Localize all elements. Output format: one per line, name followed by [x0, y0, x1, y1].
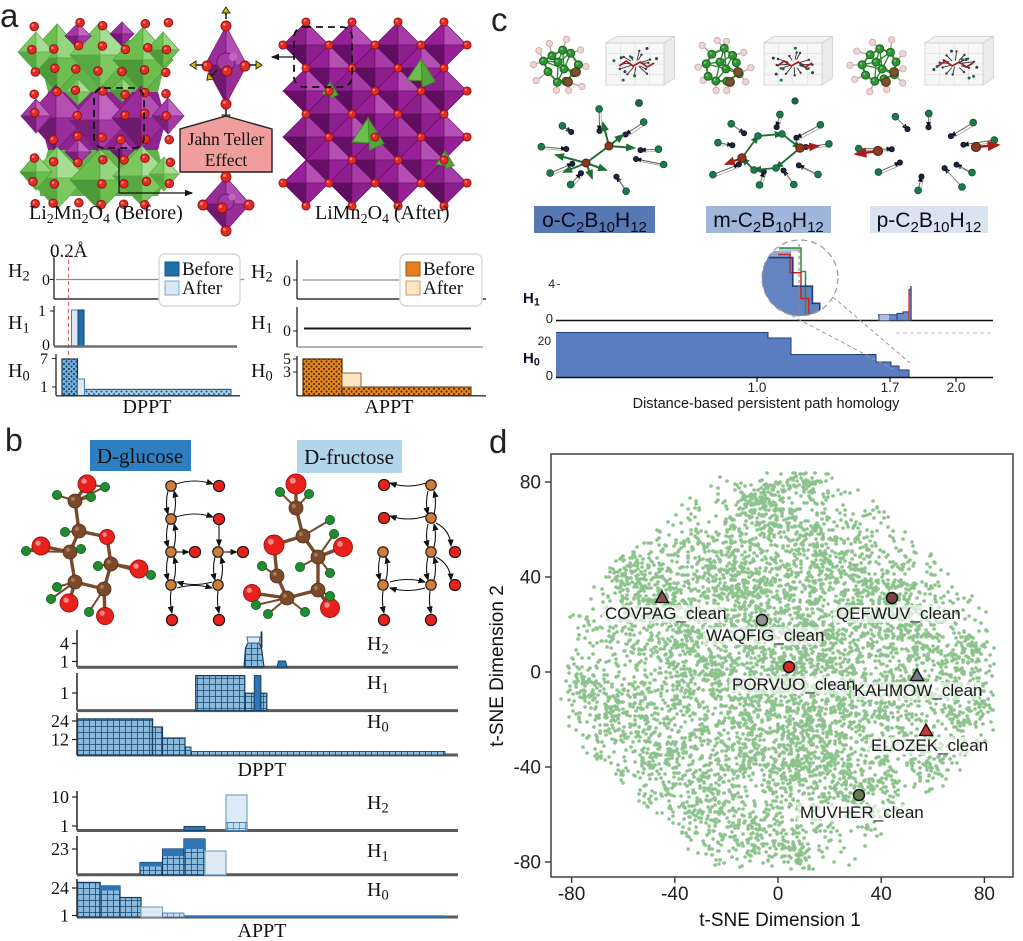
svg-text:0: 0	[42, 337, 50, 354]
svg-text:H0: H0	[8, 360, 30, 385]
svg-text:-80: -80	[558, 884, 585, 905]
svg-text:H1: H1	[367, 672, 389, 697]
svg-text:7: 7	[40, 351, 48, 368]
svg-text:H0: H0	[251, 360, 273, 385]
svg-text:40: 40	[520, 568, 541, 589]
svg-text:o-C2B10H12: o-C2B10H12	[542, 209, 647, 236]
svg-text:-40: -40	[514, 758, 541, 779]
svg-text:5: 5	[283, 351, 291, 368]
svg-text:1: 1	[60, 652, 69, 672]
svg-text:DPPT: DPPT	[238, 759, 287, 781]
svg-text:a: a	[0, 0, 19, 34]
svg-text:3: 3	[283, 364, 291, 381]
svg-text:0: 0	[530, 663, 541, 684]
svg-text:Distance-based persistent path: Distance-based persistent path homology	[633, 396, 901, 412]
svg-text:D-fructose: D-fructose	[304, 445, 394, 469]
svg-text:p-C2B10H12: p-C2B10H12	[877, 209, 982, 236]
svg-text:b: b	[5, 422, 23, 458]
svg-text:0: 0	[546, 311, 553, 326]
svg-text:Jahn Teller: Jahn Teller	[188, 129, 265, 149]
svg-text:H2: H2	[8, 260, 30, 285]
svg-text:0: 0	[42, 272, 50, 289]
svg-text:KAHMOW_clean: KAHMOW_clean	[854, 681, 982, 700]
svg-text:0: 0	[546, 368, 553, 383]
svg-text:24: 24	[51, 711, 69, 731]
svg-text:H0: H0	[523, 350, 540, 369]
svg-text:1: 1	[38, 303, 46, 320]
svg-text:0: 0	[283, 323, 291, 340]
svg-text:80: 80	[520, 473, 541, 494]
svg-text:2.0: 2.0	[947, 380, 966, 395]
svg-text:Effect: Effect	[205, 150, 248, 170]
svg-text:H0: H0	[367, 711, 389, 736]
svg-text:10: 10	[51, 787, 69, 807]
svg-text:1.0: 1.0	[748, 380, 767, 395]
svg-text:12: 12	[51, 730, 69, 750]
svg-text:APPT: APPT	[238, 920, 287, 941]
svg-text:c: c	[491, 1, 508, 38]
svg-text:After: After	[423, 278, 464, 299]
svg-text:DPPT: DPPT	[123, 396, 172, 418]
svg-text:H2: H2	[367, 792, 389, 817]
svg-text:PORVUO_clean: PORVUO_clean	[732, 675, 855, 694]
svg-text:After: After	[182, 278, 223, 299]
svg-text:4: 4	[548, 277, 555, 291]
svg-text:-40: -40	[661, 884, 688, 905]
svg-text:COVPAG_clean: COVPAG_clean	[605, 604, 727, 623]
svg-text:t-SNE Dimension 2: t-SNE Dimension 2	[487, 585, 508, 747]
svg-text:H2: H2	[367, 633, 389, 658]
svg-text:1: 1	[40, 379, 48, 396]
svg-text:1: 1	[60, 683, 69, 703]
svg-text:d: d	[489, 423, 507, 460]
svg-text:WAQFIG_clean: WAQFIG_clean	[706, 626, 824, 645]
svg-text:23: 23	[51, 839, 69, 859]
svg-text:QEFWUV_clean: QEFWUV_clean	[836, 604, 961, 623]
svg-text:20: 20	[538, 334, 552, 348]
svg-text:m-C2B10H12: m-C2B10H12	[713, 209, 824, 236]
svg-text:24: 24	[51, 878, 69, 898]
svg-text:ELOZEK_clean: ELOZEK_clean	[871, 736, 988, 755]
svg-text:H1: H1	[251, 312, 273, 337]
svg-text:H2: H2	[251, 261, 273, 286]
svg-text:H1: H1	[8, 312, 30, 337]
svg-text:H1: H1	[523, 290, 540, 309]
svg-text:0: 0	[773, 884, 784, 905]
svg-text:H1: H1	[367, 840, 389, 865]
svg-text:4: 4	[60, 634, 69, 654]
svg-text:1: 1	[60, 906, 69, 926]
svg-text:MUVHER_clean: MUVHER_clean	[800, 803, 924, 822]
svg-text:0.2Å: 0.2Å	[50, 241, 88, 262]
svg-text:-80: -80	[514, 853, 541, 874]
svg-text:40: 40	[871, 884, 892, 905]
svg-text:APPT: APPT	[365, 396, 414, 418]
svg-text:Before: Before	[423, 259, 475, 280]
svg-text:D-glucose: D-glucose	[97, 444, 183, 468]
svg-text:Before: Before	[182, 259, 234, 280]
svg-text:H0: H0	[367, 879, 389, 904]
svg-text:1: 1	[60, 816, 69, 836]
svg-text:0: 0	[283, 273, 291, 290]
svg-text:80: 80	[974, 884, 995, 905]
svg-text:t-SNE Dimension 1: t-SNE Dimension 1	[699, 910, 861, 931]
svg-text:1.7: 1.7	[881, 380, 900, 395]
